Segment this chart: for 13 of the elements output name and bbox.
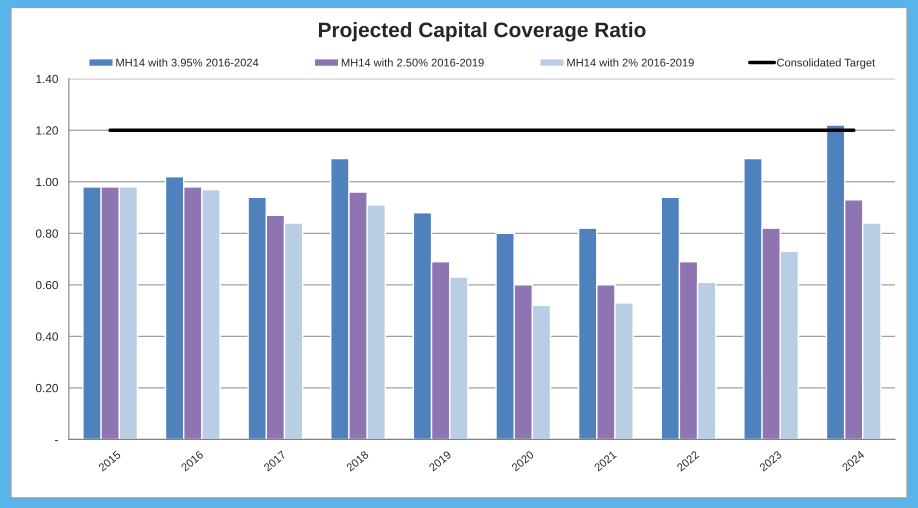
legend-label: MH14 with 2% 2016-2019 — [567, 58, 694, 67]
legend-label: Consolidated Target — [777, 58, 876, 69]
legend-label: MH14 with 2.50% 2016-2019 — [342, 58, 484, 67]
y-tick-label: 0.20 — [36, 384, 58, 392]
y-tick-label: 0.60 — [36, 280, 58, 290]
y-tick-label: 1.00 — [36, 178, 58, 186]
y-tick-label: 1.40 — [36, 74, 58, 84]
y-tick-label: 1.20 — [36, 126, 58, 135]
legend-label: MH14 with 3.95% 2016-2024 — [116, 58, 258, 67]
y-tick-label: - — [55, 440, 58, 442]
y-tick-label: 0.80 — [36, 229, 58, 238]
chart-title: Projected Capital Coverage Ratio — [318, 22, 646, 42]
y-tick-label: 0.40 — [36, 332, 58, 341]
